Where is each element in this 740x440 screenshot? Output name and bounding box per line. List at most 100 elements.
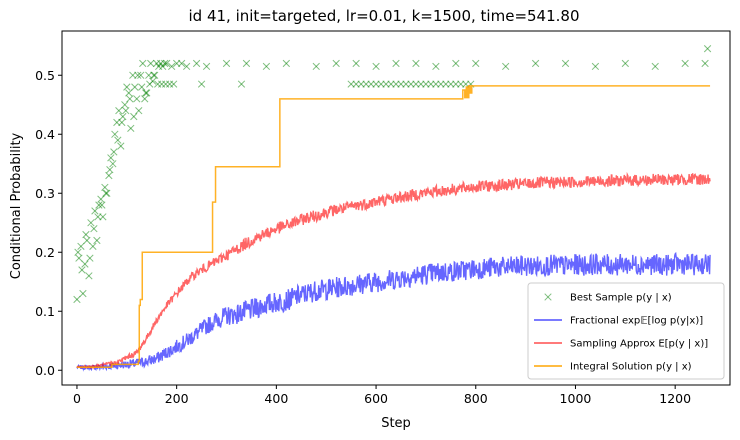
scatter-point <box>168 62 176 71</box>
scatter-stroke <box>106 165 114 174</box>
scatter-point <box>392 59 400 68</box>
scatter-point <box>103 189 111 197</box>
scatter-point <box>202 62 211 71</box>
scatter-point <box>131 83 139 91</box>
scatter-point <box>82 230 90 239</box>
y-tick-label: 0.3 <box>35 186 55 201</box>
scatter-point <box>681 59 689 68</box>
scatter-point <box>126 95 134 103</box>
scatter-stroke <box>109 160 117 168</box>
scatter-point <box>81 260 89 268</box>
scatter-point <box>77 242 85 251</box>
scatter-stroke <box>93 236 101 245</box>
scatter-stroke <box>282 59 290 68</box>
scatter-stroke <box>95 201 103 209</box>
scatter-stroke <box>621 59 629 68</box>
scatter-stroke <box>681 59 689 68</box>
scatter-stroke <box>163 59 171 68</box>
scatter-stroke <box>147 59 155 68</box>
scatter-point <box>106 165 114 174</box>
scatter-stroke <box>222 59 231 68</box>
scatter-stroke <box>102 189 110 197</box>
scatter-stroke <box>83 236 91 245</box>
x-tick-label: 0 <box>73 391 81 406</box>
scatter-stroke <box>150 71 158 79</box>
scatter-stroke <box>412 59 420 68</box>
scatter-point <box>143 89 151 97</box>
scatter-stroke <box>192 59 201 68</box>
y-axis-label: Conditional Probability <box>9 132 24 279</box>
series-line-1 <box>76 251 711 372</box>
scatter-point <box>107 154 115 162</box>
scatter-point <box>97 195 105 203</box>
scatter-point <box>222 59 231 68</box>
scatter-point <box>237 80 246 88</box>
scatter-stroke <box>182 62 191 71</box>
scatter-stroke <box>197 80 206 88</box>
scatter-point <box>192 59 201 68</box>
x-tick-label: 200 <box>165 391 189 406</box>
scatter-point <box>703 45 712 53</box>
scatter-stroke <box>98 201 106 209</box>
x-tick-label: 1000 <box>560 391 592 406</box>
legend-label: Sampling Approx E[p(y | x)] <box>570 339 708 350</box>
scatter-point <box>90 224 98 233</box>
x-tick-label: 800 <box>464 391 488 406</box>
scatter-stroke <box>452 59 460 68</box>
scatter-point <box>115 106 123 115</box>
scatter-stroke <box>127 124 135 133</box>
scatter-point <box>161 59 169 68</box>
scatter-point <box>141 95 149 103</box>
scatter-stroke <box>141 95 149 103</box>
scatter-point <box>531 59 540 68</box>
scatter-point <box>139 59 147 68</box>
scatter-stroke <box>352 59 360 68</box>
scatter-point <box>119 112 127 121</box>
scatter-point <box>91 207 99 215</box>
scatter-stroke <box>119 112 127 121</box>
scatter-stroke <box>372 62 380 71</box>
scatter-point <box>102 189 110 197</box>
scatter-point <box>412 59 420 68</box>
scatter-point <box>621 59 629 68</box>
scatter-stroke <box>237 80 246 88</box>
scatter-point <box>105 171 113 180</box>
scatter-point <box>170 80 178 88</box>
scatter-point <box>502 62 510 71</box>
axes-layer: 0 200 400 600 800 1000 1200 0.0 0.1 0.2 0.3 0.4 0.5 <box>35 68 691 406</box>
scatter-point <box>87 219 95 227</box>
scatter-stroke <box>242 59 251 68</box>
scatter-stroke <box>101 183 109 192</box>
scatter-point <box>372 62 380 71</box>
scatter-point <box>114 136 122 144</box>
scatter-stroke <box>91 207 99 215</box>
scatter-stroke <box>122 106 130 115</box>
scatter-point <box>109 160 117 168</box>
series-step-3 <box>76 85 711 369</box>
plot-frame <box>61 30 731 386</box>
scatter-stroke <box>133 95 141 103</box>
scatter-stroke <box>168 62 176 71</box>
scatter-stroke <box>142 89 150 97</box>
scatter-point <box>242 59 251 68</box>
scatter-point <box>86 254 94 262</box>
scatter-point <box>197 80 206 88</box>
scatter-point <box>282 59 290 68</box>
scatter-point <box>182 62 191 71</box>
scatter-stroke <box>86 254 94 262</box>
scatter-stroke <box>312 62 320 71</box>
scatter-point <box>93 236 101 245</box>
scatter-stroke <box>701 59 709 68</box>
scatter-point <box>177 59 186 68</box>
scatter-stroke <box>161 59 169 68</box>
scatter-stroke <box>177 59 186 68</box>
legend-label: Best Sample p(y | x) <box>570 293 672 304</box>
scatter-stroke <box>75 254 83 262</box>
scatter-point <box>89 242 97 251</box>
scatter-point <box>591 62 600 71</box>
scatter-stroke <box>123 83 131 91</box>
scatter-stroke <box>90 224 98 233</box>
scatter-point <box>262 62 271 71</box>
scatter-stroke <box>139 59 147 68</box>
